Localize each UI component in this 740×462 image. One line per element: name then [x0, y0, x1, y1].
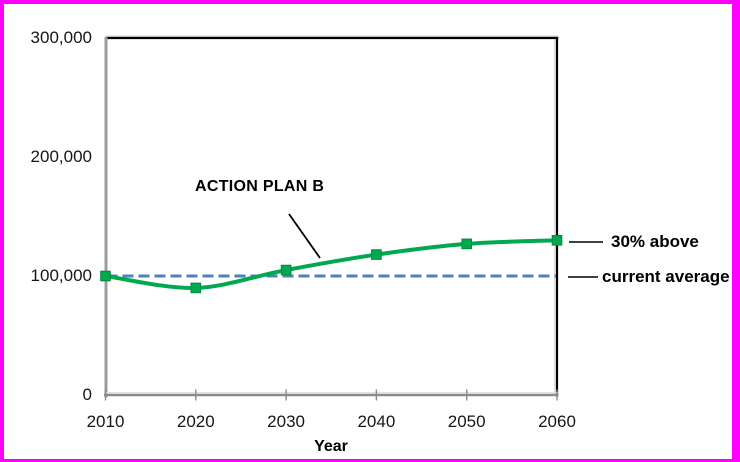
- x-tick-label: 2060: [538, 412, 576, 431]
- reference-line-annotation-label: current average: [602, 267, 730, 286]
- series-marker: [551, 235, 563, 246]
- x-tick-label: 2040: [357, 412, 396, 431]
- y-tick-label: 300,000: [30, 28, 92, 47]
- series-marker: [190, 282, 202, 294]
- y-tick-label: 100,000: [30, 266, 92, 285]
- series-marker: [100, 270, 111, 282]
- series-marker: [461, 238, 472, 250]
- x-tick-label: 2020: [176, 412, 215, 431]
- series-annotation-label: ACTION PLAN B: [195, 178, 325, 195]
- y-tick-label: 200,000: [30, 147, 92, 166]
- x-tick-label: 2010: [86, 412, 125, 431]
- x-axis-title: Year: [314, 438, 348, 455]
- series-marker: [280, 264, 292, 276]
- x-tick-label: 2050: [447, 412, 486, 431]
- x-tick-label: 2030: [267, 412, 305, 431]
- end-value-annotation-label: 30% above: [611, 232, 699, 251]
- series-line: [103, 238, 559, 290]
- y-tick-label: 0: [82, 385, 92, 404]
- series-marker: [371, 249, 382, 260]
- series-annotation-callout-line: [288, 213, 321, 259]
